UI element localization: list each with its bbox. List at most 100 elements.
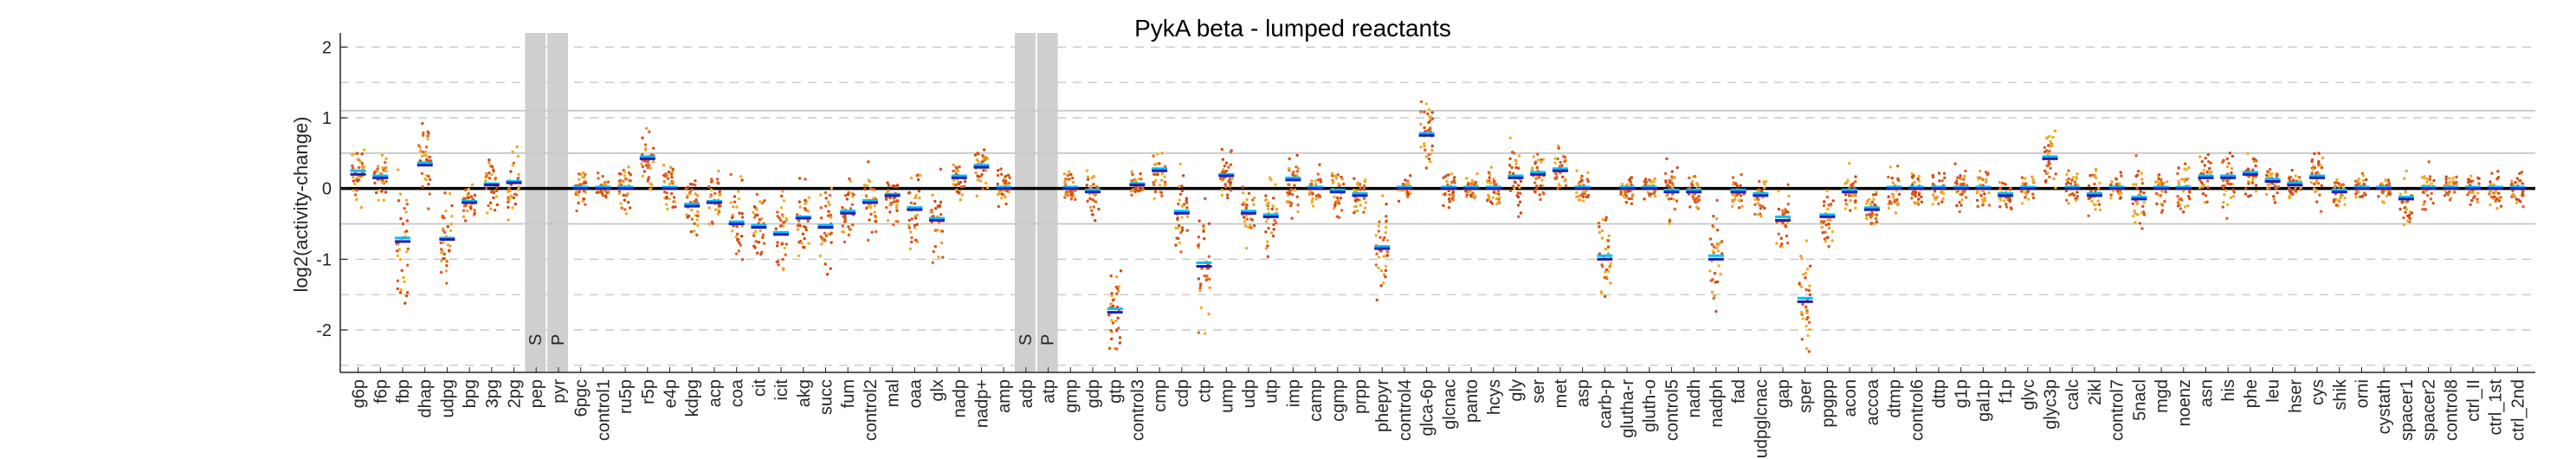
point-ctp bbox=[1200, 267, 1204, 270]
point-phe bbox=[2250, 181, 2255, 184]
point-phepyr bbox=[1384, 225, 1388, 230]
point-udpglcnac bbox=[1760, 204, 1765, 208]
point-cdp bbox=[1178, 184, 1181, 188]
point-nadp+ bbox=[973, 153, 978, 157]
point-kdpg bbox=[695, 194, 700, 197]
point-amp bbox=[999, 167, 1003, 171]
point-acon bbox=[1854, 206, 1857, 210]
point-gal1p bbox=[1981, 189, 1985, 193]
point-kdpg bbox=[694, 183, 697, 187]
point-acp bbox=[709, 188, 713, 191]
point-oaa bbox=[909, 201, 913, 205]
point-control8 bbox=[2455, 180, 2458, 184]
point-control5 bbox=[1665, 157, 1669, 161]
point-hser bbox=[2288, 177, 2291, 180]
point-bpg bbox=[473, 209, 476, 212]
shaded-label: S bbox=[526, 334, 546, 346]
point-succ bbox=[824, 234, 829, 238]
point-icit bbox=[775, 260, 778, 264]
point-gtp bbox=[1111, 298, 1115, 302]
point-udpg bbox=[446, 243, 450, 247]
point-dhap bbox=[427, 182, 430, 186]
x-tick-label: 6pgc bbox=[572, 379, 591, 417]
point-coa bbox=[730, 229, 734, 233]
point-gdp bbox=[1085, 184, 1088, 187]
point-dtmp bbox=[1895, 201, 1899, 204]
point-cgmp bbox=[1334, 174, 1339, 178]
point-nadp+ bbox=[981, 154, 985, 158]
point-control5 bbox=[1665, 194, 1669, 197]
point-carb-p bbox=[1601, 217, 1605, 222]
point-control5 bbox=[1675, 165, 1679, 170]
point-nadph bbox=[1715, 198, 1719, 203]
point-noenz bbox=[2182, 210, 2185, 214]
point-oaa bbox=[908, 230, 913, 234]
point-imp bbox=[1288, 189, 1292, 193]
point-spacer2 bbox=[2425, 177, 2429, 181]
point-succ bbox=[825, 273, 830, 276]
point-utp bbox=[1271, 204, 1275, 208]
point-spacer2 bbox=[2421, 208, 2424, 211]
point-asn bbox=[2198, 178, 2202, 182]
point-acp bbox=[717, 182, 720, 185]
point-f6p bbox=[381, 166, 384, 170]
point-g6p bbox=[356, 179, 359, 183]
point-mal bbox=[888, 203, 892, 207]
point-cgmp bbox=[1339, 197, 1343, 200]
point-2ikl bbox=[2098, 181, 2101, 184]
point-ctp bbox=[1204, 197, 1207, 200]
point-cit bbox=[760, 217, 764, 221]
point-amp bbox=[1004, 195, 1007, 199]
x-tick-label: his bbox=[2219, 379, 2238, 402]
point-hser bbox=[2288, 190, 2292, 193]
x-tick-label: phe bbox=[2242, 379, 2261, 408]
point-fad bbox=[1733, 182, 1738, 185]
point-mal bbox=[894, 205, 899, 210]
point-icit bbox=[784, 242, 788, 246]
point-akg bbox=[803, 245, 806, 249]
point-camp bbox=[1316, 178, 1320, 182]
point-gly bbox=[1511, 171, 1515, 176]
point-noenz bbox=[2177, 179, 2180, 184]
point-gly bbox=[1508, 136, 1512, 139]
point-bpg bbox=[467, 187, 470, 191]
point-spacer1 bbox=[2398, 207, 2402, 211]
point-control5 bbox=[1668, 219, 1672, 223]
point-mal bbox=[892, 200, 895, 204]
point-spacer1 bbox=[2405, 208, 2409, 211]
point-3pg bbox=[487, 171, 491, 175]
x-tick-label: ser bbox=[1529, 379, 1548, 404]
point-nadh bbox=[1693, 174, 1697, 178]
point-noenz bbox=[2183, 178, 2186, 181]
point-udp bbox=[1249, 223, 1252, 227]
x-tick-label: kdpg bbox=[683, 379, 702, 417]
point-hcys bbox=[1491, 196, 1495, 199]
point-control5 bbox=[1668, 222, 1671, 225]
point-asn bbox=[2199, 180, 2204, 184]
point-udpglcnac bbox=[1753, 212, 1757, 217]
point-6pgc bbox=[574, 192, 578, 197]
point-orni bbox=[2361, 173, 2366, 178]
point-cdp bbox=[1180, 189, 1185, 193]
point-bpg bbox=[462, 209, 466, 212]
point-control7 bbox=[2114, 182, 2119, 186]
point-phe bbox=[2254, 184, 2258, 187]
point-gmp bbox=[1071, 180, 1075, 184]
point-gal1p bbox=[1979, 194, 1983, 197]
point-3pg bbox=[485, 174, 488, 178]
point-ctrl_II bbox=[2477, 182, 2481, 185]
point-acon bbox=[1850, 194, 1854, 197]
x-tick-label: cgmp bbox=[1329, 379, 1348, 422]
point-ump bbox=[1220, 171, 1224, 174]
point-oaa bbox=[916, 178, 920, 182]
point-dtmp bbox=[1891, 181, 1895, 184]
point-acon bbox=[1846, 178, 1850, 182]
point-udp bbox=[1252, 196, 1256, 200]
point-gly bbox=[1518, 185, 1521, 189]
point-control5 bbox=[1672, 197, 1675, 201]
point-control1 bbox=[606, 180, 610, 184]
point-amp bbox=[999, 197, 1004, 200]
point-6pgc bbox=[578, 190, 581, 193]
point-control3 bbox=[1133, 185, 1138, 190]
point-ser bbox=[1530, 168, 1534, 172]
